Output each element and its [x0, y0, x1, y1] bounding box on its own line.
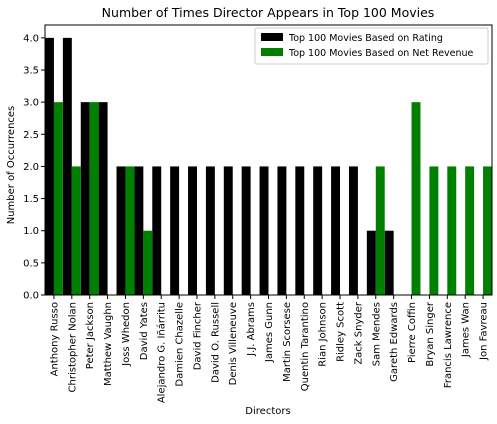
x-tick-label: Peter Jackson: [85, 302, 96, 369]
x-tick-label: Joss Whedon: [121, 302, 132, 367]
bar-rating-13: [277, 166, 287, 295]
x-tick-label: Gareth Edwards: [389, 302, 400, 382]
x-tick-label: Bryan Singer: [425, 301, 436, 366]
bar-rating-9: [205, 166, 215, 295]
x-tick-label: David O. Russell: [210, 302, 221, 383]
x-tick-label: Quentin Tarantino: [300, 302, 311, 391]
bar-revenue-0: [53, 102, 63, 295]
chart-title: Number of Times Director Appears in Top …: [102, 5, 435, 20]
legend-swatch-0: [261, 33, 283, 41]
y-tick-label: 2.0: [23, 162, 39, 173]
y-tick-label: 3.5: [23, 66, 39, 77]
x-tick-label: Matthew Vaughn: [103, 302, 114, 386]
x-tick-label: Sam Mendes: [371, 302, 382, 366]
x-axis-label: Directors: [245, 406, 290, 417]
x-tick-label: James Wan: [461, 302, 472, 358]
bar-revenue-22: [447, 166, 457, 295]
x-tick-label: David Yates: [139, 302, 150, 360]
x-tick-label: David Fincher: [192, 301, 203, 370]
bar-revenue-4: [125, 166, 135, 295]
plot-frame: [44, 24, 493, 296]
y-axis: 0.0 0.5 1.0 1.5 2.0 2.5 3.0 3.5 4.0: [23, 33, 45, 302]
bar-rating-14: [295, 166, 305, 295]
bar-rating-8: [188, 166, 197, 295]
y-tick-label: 2.5: [23, 130, 39, 141]
legend: Top 100 Movies Based on Rating Top 100 Mo…: [254, 27, 489, 65]
bar-rating-0: [45, 37, 54, 296]
bar-rating-4: [116, 166, 126, 295]
x-tick-label: Francis Lawrence: [443, 302, 454, 388]
bar-rating-10: [223, 166, 233, 295]
bar-rating-12: [259, 166, 269, 295]
y-tick-label: 0.5: [23, 258, 39, 269]
x-tick-label: Zack Snyder: [353, 301, 364, 365]
x-tick-label: Denis Villeneuve: [228, 302, 239, 385]
y-tick-label: 1.0: [23, 226, 39, 237]
bar-rating-7: [170, 166, 180, 295]
y-tick-label: 4.0: [23, 33, 39, 44]
x-tick-label: Alejandro G. Iñárritu: [156, 302, 168, 403]
legend-swatch-1: [261, 48, 283, 56]
bar-revenue-20: [411, 102, 421, 295]
bar-rating-1: [62, 37, 72, 296]
y-tick-label: 1.5: [23, 194, 39, 205]
bar-rating-19: [384, 230, 394, 295]
x-tick-label: James Gunn: [264, 302, 275, 363]
x-axis: Anthony Russo Christopher Nolan Peter Jack…: [49, 295, 490, 403]
bar-revenue-2: [89, 102, 99, 295]
bar-rating-11: [241, 166, 251, 295]
bar-rating-2: [80, 102, 90, 295]
bar-revenue-18: [375, 166, 385, 295]
x-tick-label: Rian Johnson: [318, 302, 329, 367]
x-tick-label: Anthony Russo: [49, 302, 60, 376]
bar-revenue-5: [143, 230, 153, 295]
bar-revenue-23: [465, 166, 475, 295]
legend-entry-0: Top 100 Movies Based on Rating: [288, 33, 443, 44]
x-tick-label: J.J. Abrams: [246, 302, 257, 357]
x-tick-label: Damien Chazelle: [175, 302, 186, 387]
bar-revenue-1: [71, 166, 81, 295]
y-tick-label: 3.0: [23, 98, 39, 109]
bar-revenue-21: [429, 166, 439, 295]
y-axis-label: Number of Occurrences: [6, 106, 17, 225]
bar-rating-15: [313, 166, 323, 295]
bar-rating-5: [134, 166, 144, 295]
x-tick-label: Christopher Nolan: [67, 302, 78, 392]
bar-rating-6: [152, 166, 162, 295]
x-tick-label: Martin Scorsese: [282, 302, 293, 382]
bar-rating-16: [331, 166, 341, 295]
bar-rating-17: [348, 166, 358, 295]
bar-revenue-24: [483, 166, 492, 295]
bar-rating-18: [366, 230, 376, 295]
bar-rating-3: [98, 102, 108, 295]
x-tick-label: Pierre Coffin: [407, 302, 418, 363]
x-tick-label: Ridley Scott: [336, 302, 347, 362]
legend-box: [254, 27, 489, 65]
legend-entry-1: Top 100 Movies Based on Net Revenue: [288, 48, 474, 59]
x-tick-label: Jon Favreau: [479, 302, 490, 361]
y-tick-label: 0.0: [23, 291, 39, 302]
bars-group: [45, 37, 492, 296]
